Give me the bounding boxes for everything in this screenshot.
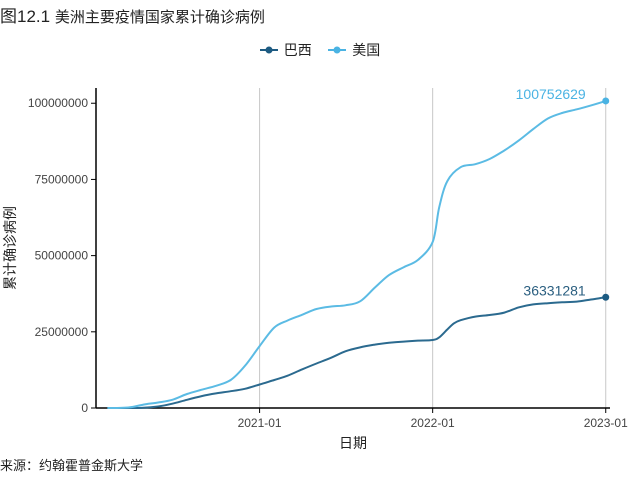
y-tick-label: 50000000 [35, 249, 89, 263]
y-tick-label: 25000000 [35, 325, 89, 339]
end-label-usa: 100752629 [516, 86, 586, 102]
legend-swatch-usa [328, 46, 347, 54]
series-line-brazil [107, 296, 606, 409]
legend-label-brazil: 巴西 [283, 43, 312, 59]
chart-ticks: 2021-01 2022-01 2023-01 0 25000000 50000000 75… [28, 96, 628, 430]
x-tick-label: 2023-01 [584, 416, 628, 430]
figure-number: 图12.1 [0, 7, 51, 26]
chart-series: 36331281 100752629 [107, 86, 610, 410]
chart-gridlines [259, 88, 607, 408]
y-axis-title: 累计确诊病例 [2, 206, 18, 290]
chart-axes [95, 88, 610, 409]
legend-item-usa: 美国 [328, 40, 380, 60]
x-tick-label: 2022-01 [411, 416, 455, 430]
end-label-brazil: 36331281 [523, 282, 586, 298]
legend-item-brazil: 巴西 [259, 40, 312, 60]
series-endpoint-usa [602, 97, 610, 105]
legend-swatch-brazil [259, 46, 278, 54]
figure-title: 图12.1 美洲主要疫情国家累计确诊病例 [0, 2, 265, 27]
x-axis-title: 日期 [339, 435, 367, 451]
figure-title-text: 美洲主要疫情国家累计确诊病例 [54, 8, 265, 26]
y-tick-label: 75000000 [35, 172, 89, 186]
series-line-usa [107, 99, 607, 410]
source-note: 来源：约翰霍普金斯大学 [0, 459, 144, 474]
series-endpoint-brazil [602, 293, 610, 301]
legend-label-usa: 美国 [352, 43, 381, 59]
chart-legend: 巴西 美国 [0, 40, 640, 60]
y-tick-label: 0 [81, 401, 88, 415]
x-tick-label: 2021-01 [238, 416, 282, 430]
y-tick-label: 100000000 [28, 96, 88, 110]
